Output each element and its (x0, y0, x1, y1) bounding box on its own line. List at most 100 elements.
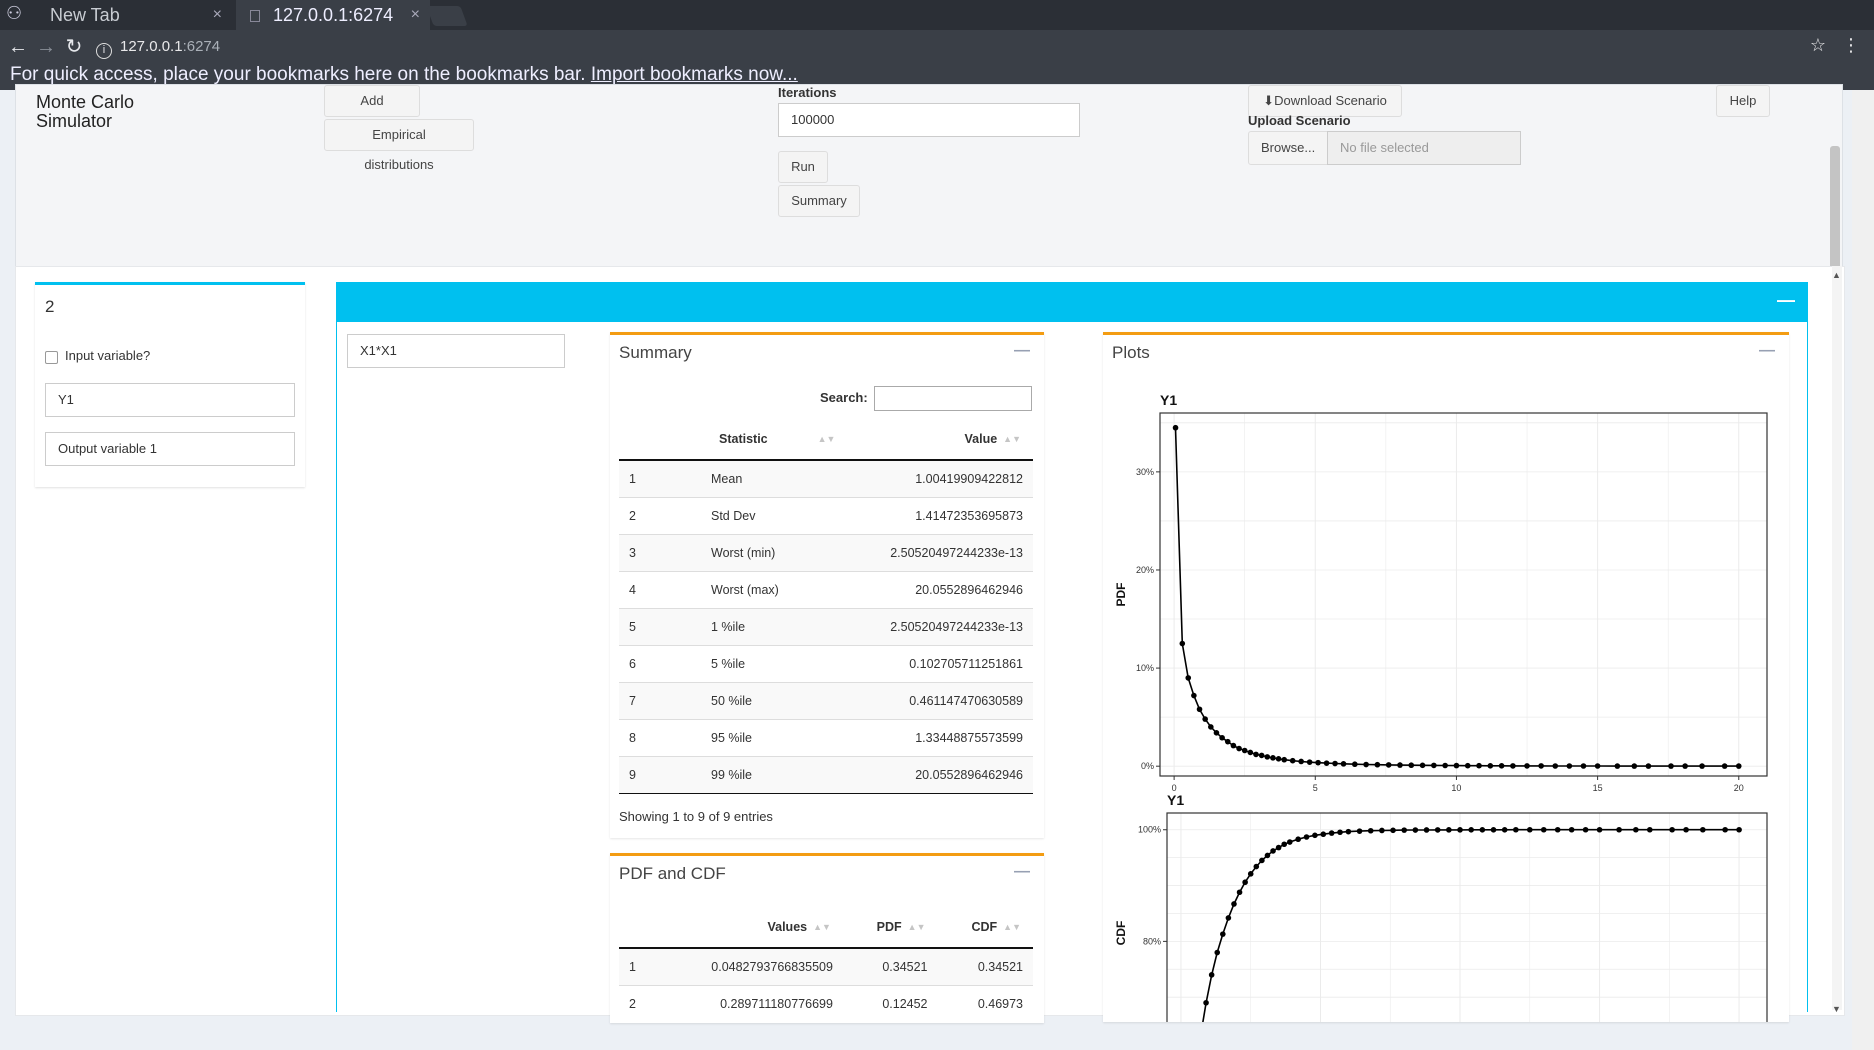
run-button[interactable]: Run (778, 151, 828, 183)
variable-description-input[interactable]: Output variable 1 (45, 432, 295, 466)
data-point (1412, 827, 1419, 833)
data-point (1242, 879, 1248, 886)
back-arrow-icon[interactable]: ← (8, 36, 28, 58)
pdf-header[interactable]: PDF ▲▼ (842, 906, 938, 949)
statistic-cell: Worst (max) (659, 570, 866, 608)
data-point (1633, 826, 1639, 833)
value-cell: 1.41472353695873 (865, 496, 1033, 534)
data-point (1408, 762, 1415, 769)
statistic-header[interactable]: Statistic ▲▼ (659, 418, 866, 461)
empirical-distributions-button[interactable]: Empirical distributions (324, 119, 474, 172)
statistic-cell: 1 %ile (659, 607, 866, 645)
input-variable-checkbox[interactable] (45, 351, 58, 364)
data-point (1568, 826, 1575, 833)
data-point (1281, 756, 1288, 763)
kebab-menu-icon[interactable]: ⋮ (1842, 35, 1860, 55)
forward-arrow-icon[interactable]: → (36, 36, 56, 58)
data-point (1510, 763, 1516, 769)
tab-new-tab[interactable]: New Tab × (36, 0, 232, 30)
data-point (1323, 760, 1330, 766)
collapse-icon[interactable]: — (1014, 342, 1030, 359)
row-index: 1 (619, 459, 659, 497)
data-point (1524, 763, 1530, 769)
star-icon[interactable]: ☆ (1809, 35, 1826, 55)
row-index: 1 (619, 947, 659, 985)
iterations-label: Iterations (778, 85, 837, 100)
table-row: 1 0.0482793766835509 0.34521 0.34521 (619, 947, 1033, 985)
value-header[interactable]: Value ▲▼ (865, 418, 1033, 461)
formula-input[interactable]: X1*X1 (347, 334, 565, 368)
data-point (1498, 762, 1505, 769)
import-bookmarks-link[interactable]: Import bookmarks now... (590, 64, 798, 85)
variable-name-input[interactable]: Y1 (45, 383, 295, 417)
reload-icon[interactable]: ↻ (65, 36, 83, 58)
statistic-cell: 5 %ile (659, 644, 866, 682)
add-variable-button[interactable]: Add variable (324, 85, 420, 138)
data-point (1275, 756, 1282, 762)
index-header (619, 906, 659, 949)
collapse-icon[interactable]: — (1777, 290, 1795, 310)
app-title-line1: Monte Carlo (36, 92, 135, 112)
data-point (1332, 760, 1338, 767)
scroll-up-icon[interactable]: ▲ (1832, 270, 1841, 280)
data-point (1203, 999, 1209, 1006)
search-input[interactable] (874, 386, 1032, 411)
close-icon[interactable]: × (212, 6, 222, 23)
iterations-input[interactable]: 100000 (778, 103, 1080, 137)
tab-localhost[interactable]: 127.0.0.1:6274 × (236, 0, 430, 30)
row-index: 2 (619, 496, 659, 534)
bookmarks-hint: For quick access, place your bookmarks h… (10, 64, 586, 85)
data-point (1213, 730, 1220, 736)
tab-bar: ⚇ New Tab × 127.0.0.1:6274 × (0, 0, 1874, 30)
help-button[interactable]: Help (1716, 85, 1770, 117)
collapse-icon[interactable]: — (1014, 863, 1030, 880)
data-point (1490, 827, 1497, 833)
tab-search-icon[interactable]: ⚇ (6, 3, 23, 23)
row-index: 6 (619, 644, 659, 682)
data-point (1468, 827, 1474, 833)
values-header[interactable]: Values ▲▼ (659, 906, 843, 949)
data-point (1616, 826, 1622, 833)
data-point (1236, 745, 1242, 752)
data-point (1306, 759, 1313, 765)
data-point (1275, 844, 1282, 851)
collapse-icon[interactable]: — (1759, 342, 1775, 359)
summary-table: Statistic ▲▼ Value ▲▼ 1 Mean 1.0041990942281… (619, 418, 1033, 794)
value-cell: 1.00419909422812 (865, 459, 1033, 497)
data-point (1225, 915, 1232, 921)
table-row: 8 95 %ile 1.33448875573599 (619, 718, 1033, 756)
pdf-cdf-table: Values ▲▼ PDF ▲▼ CDF ▲▼ 1 0.0482793766835509… (619, 906, 1033, 1022)
summary-button[interactable]: Summary (778, 185, 860, 217)
value-cell: 20.0552896462946 (865, 570, 1033, 608)
pdf-cell: 0.34521 (842, 947, 938, 985)
page-scrollbar[interactable] (1852, 90, 1874, 1050)
pdf-header-label: PDF (876, 919, 902, 934)
plots-panel: Plots — Y1 PDF 0% 10% 20% 30% 0 5 10 15 20 Y1 CDF 80%… (1103, 332, 1789, 1022)
table-row: 3 Worst (min) 2.50520497244233e-13 (619, 533, 1033, 571)
data-point (1328, 830, 1335, 836)
data-point (1241, 747, 1248, 754)
url-field[interactable]: i 127.0.0.1:6274 (96, 35, 1816, 59)
y-tick-label: 20% (1136, 565, 1154, 575)
data-point (1431, 762, 1437, 769)
browse-button[interactable]: Browse... (1248, 131, 1328, 165)
value-cell: 2.50520497244233e-13 (865, 607, 1033, 645)
data-point (1214, 949, 1221, 956)
inner-scrollbar[interactable] (1832, 266, 1842, 1010)
table-row: 2 Std Dev 1.41472353695873 (619, 496, 1033, 534)
info-icon[interactable]: i (96, 43, 112, 59)
sort-icon: ▲▼ (907, 921, 926, 932)
close-icon[interactable]: × (410, 6, 420, 23)
page: Monte Carlo Simulator Add variable Empir… (0, 84, 1874, 1050)
data-point (1646, 826, 1653, 833)
cdf-header[interactable]: CDF ▲▼ (937, 906, 1033, 949)
scroll-down-icon[interactable]: ▼ (1832, 1004, 1841, 1014)
data-point (1442, 762, 1448, 769)
download-scenario-button[interactable]: ⬇Download Scenario (1248, 85, 1402, 117)
value-cell: 2.50520497244233e-13 (865, 533, 1033, 571)
value-cell: 20.0552896462946 (865, 755, 1033, 794)
sort-icon: ▲▼ (817, 433, 836, 444)
statistic-cell: Worst (min) (659, 533, 866, 571)
new-tab-button[interactable] (426, 6, 468, 26)
data-point (1540, 826, 1547, 833)
